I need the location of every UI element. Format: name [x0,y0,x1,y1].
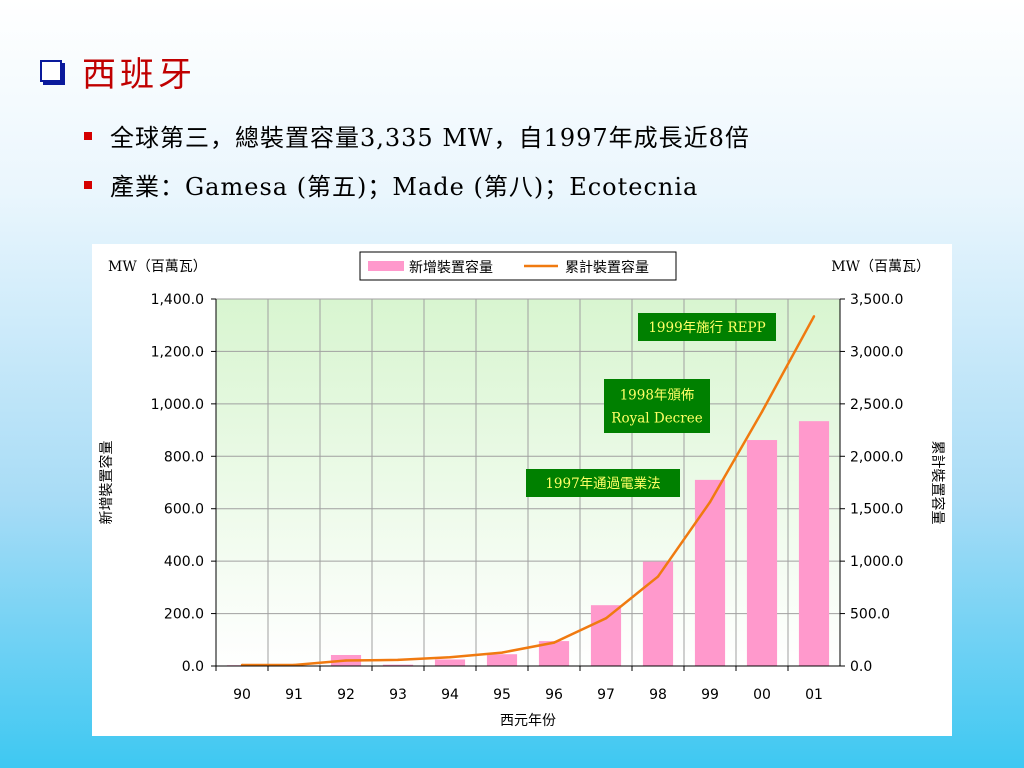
line-point-92 [344,659,348,662]
left-tick-label: 600.0 [164,502,204,518]
chart-panel: 0.0 200.0 400.0 600.0 800.0 1,000.0 1,200.0 1,4… [92,244,952,736]
annotation-box [604,379,710,433]
annotation-97: 1997年通過電業法 [526,469,680,497]
legend-swatch-bar [368,261,404,271]
annotation-text: 1998年頒佈 [620,387,695,404]
annotation-98: 1998年頒佈 Royal Decree [604,379,710,433]
combo-chart: 0.0 200.0 400.0 600.0 800.0 1,000.0 1,200.0 1,4… [98,251,946,729]
annotation-box [638,313,776,341]
x-tick-label: 94 [441,687,459,703]
bar-99 [694,479,726,666]
left-tick-label: 800.0 [164,449,204,465]
bar-95 [486,654,518,666]
checkbox-bullet-icon [40,60,62,82]
x-tick-label: 92 [337,687,355,703]
x-tick-label: 91 [285,687,303,703]
line-point-94 [448,656,452,659]
x-axis-title: 西元年份 [500,713,556,729]
line-point-99 [708,500,712,504]
x-tick-label: 98 [649,687,667,703]
left-tick-label: 200.0 [164,607,204,623]
right-tick-label: 2,000.0 [850,449,903,465]
bullet-text: 全球第三，總裝置容量3,335 MW，自1997年成長近8倍 [110,124,750,152]
x-tick-label: 99 [701,687,719,703]
line-point-01 [812,315,816,318]
x-tick-label: 96 [545,687,563,703]
page-title: 西班牙 [82,54,196,95]
line-point-00 [760,410,764,413]
x-tick-label: 97 [597,687,615,703]
line-point-98 [656,575,660,578]
line-point-93 [396,658,400,662]
right-axis-title: 累計裝置容量 [929,441,946,525]
bar-00 [746,440,778,666]
x-tick-label: 93 [389,687,407,703]
line-point-97 [604,617,608,620]
annotation-99: 1999年施行 REPP [638,313,776,341]
bar-01 [798,421,830,666]
legend: 新增裝置容量 累計裝置容量 [359,251,677,281]
left-tick-label: 1,200.0 [151,344,204,360]
annotation-text: Royal Decree [611,411,702,427]
right-tick-label: 500.0 [850,607,890,623]
right-axis-unit: MW（百萬瓦） [831,259,930,275]
square-bullet-icon [84,180,92,189]
left-tick-label: 0.0 [182,659,204,675]
bar-94 [434,659,466,666]
right-tick-label: 3,500.0 [850,292,903,308]
right-tick-label: 2,500.0 [850,397,903,413]
x-tick-label: 90 [233,687,251,703]
cumulative-line [242,315,816,667]
title-row: 西班牙 [40,48,196,95]
annotations: 1997年通過電業法 1998年頒佈 Royal Decree 1999年施行 REP… [526,313,776,497]
right-tick-label: 1,500.0 [850,502,903,518]
line-series [240,315,816,667]
right-tick-label: 1,000.0 [850,554,903,570]
square-bullet-icon [84,131,92,140]
bullet-item: 產業：Gamesa (第五)；Made (第八)；Ecotecnia [84,167,698,202]
axes: 0.0 200.0 400.0 600.0 800.0 1,000.0 1,200.0 1,4… [98,259,946,729]
annotation-text: 1999年施行 REPP [648,320,765,336]
bar-93 [382,664,414,666]
right-tick-label: 3,000.0 [850,344,903,360]
annotation-text: 1997年通過電業法 [545,476,660,492]
x-tick-label: 95 [493,687,511,703]
line-point-95 [500,651,504,654]
bullet-item: 全球第三，總裝置容量3,335 MW，自1997年成長近8倍 [84,118,750,153]
bar-97 [590,605,622,666]
line-point-96 [552,641,556,644]
left-axis-unit: MW（百萬瓦） [108,259,207,275]
bar-98 [642,561,674,666]
legend-label-bar: 新增裝置容量 [409,259,493,276]
bar-series [226,421,830,666]
legend-label-line: 累計裝置容量 [565,259,649,276]
left-tick-label: 1,000.0 [151,397,204,413]
left-tick-label: 1,400.0 [151,292,204,308]
left-tick-label: 400.0 [164,554,204,570]
left-axis-title: 新增裝置容量 [98,441,115,525]
bullet-text: 產業：Gamesa (第五)；Made (第八)；Ecotecnia [110,173,699,201]
right-tick-label: 0.0 [850,659,872,675]
x-tick-label: 00 [753,687,771,703]
annotation-box [526,469,680,497]
legend-box [359,251,677,281]
x-tick-label: 01 [805,687,823,703]
